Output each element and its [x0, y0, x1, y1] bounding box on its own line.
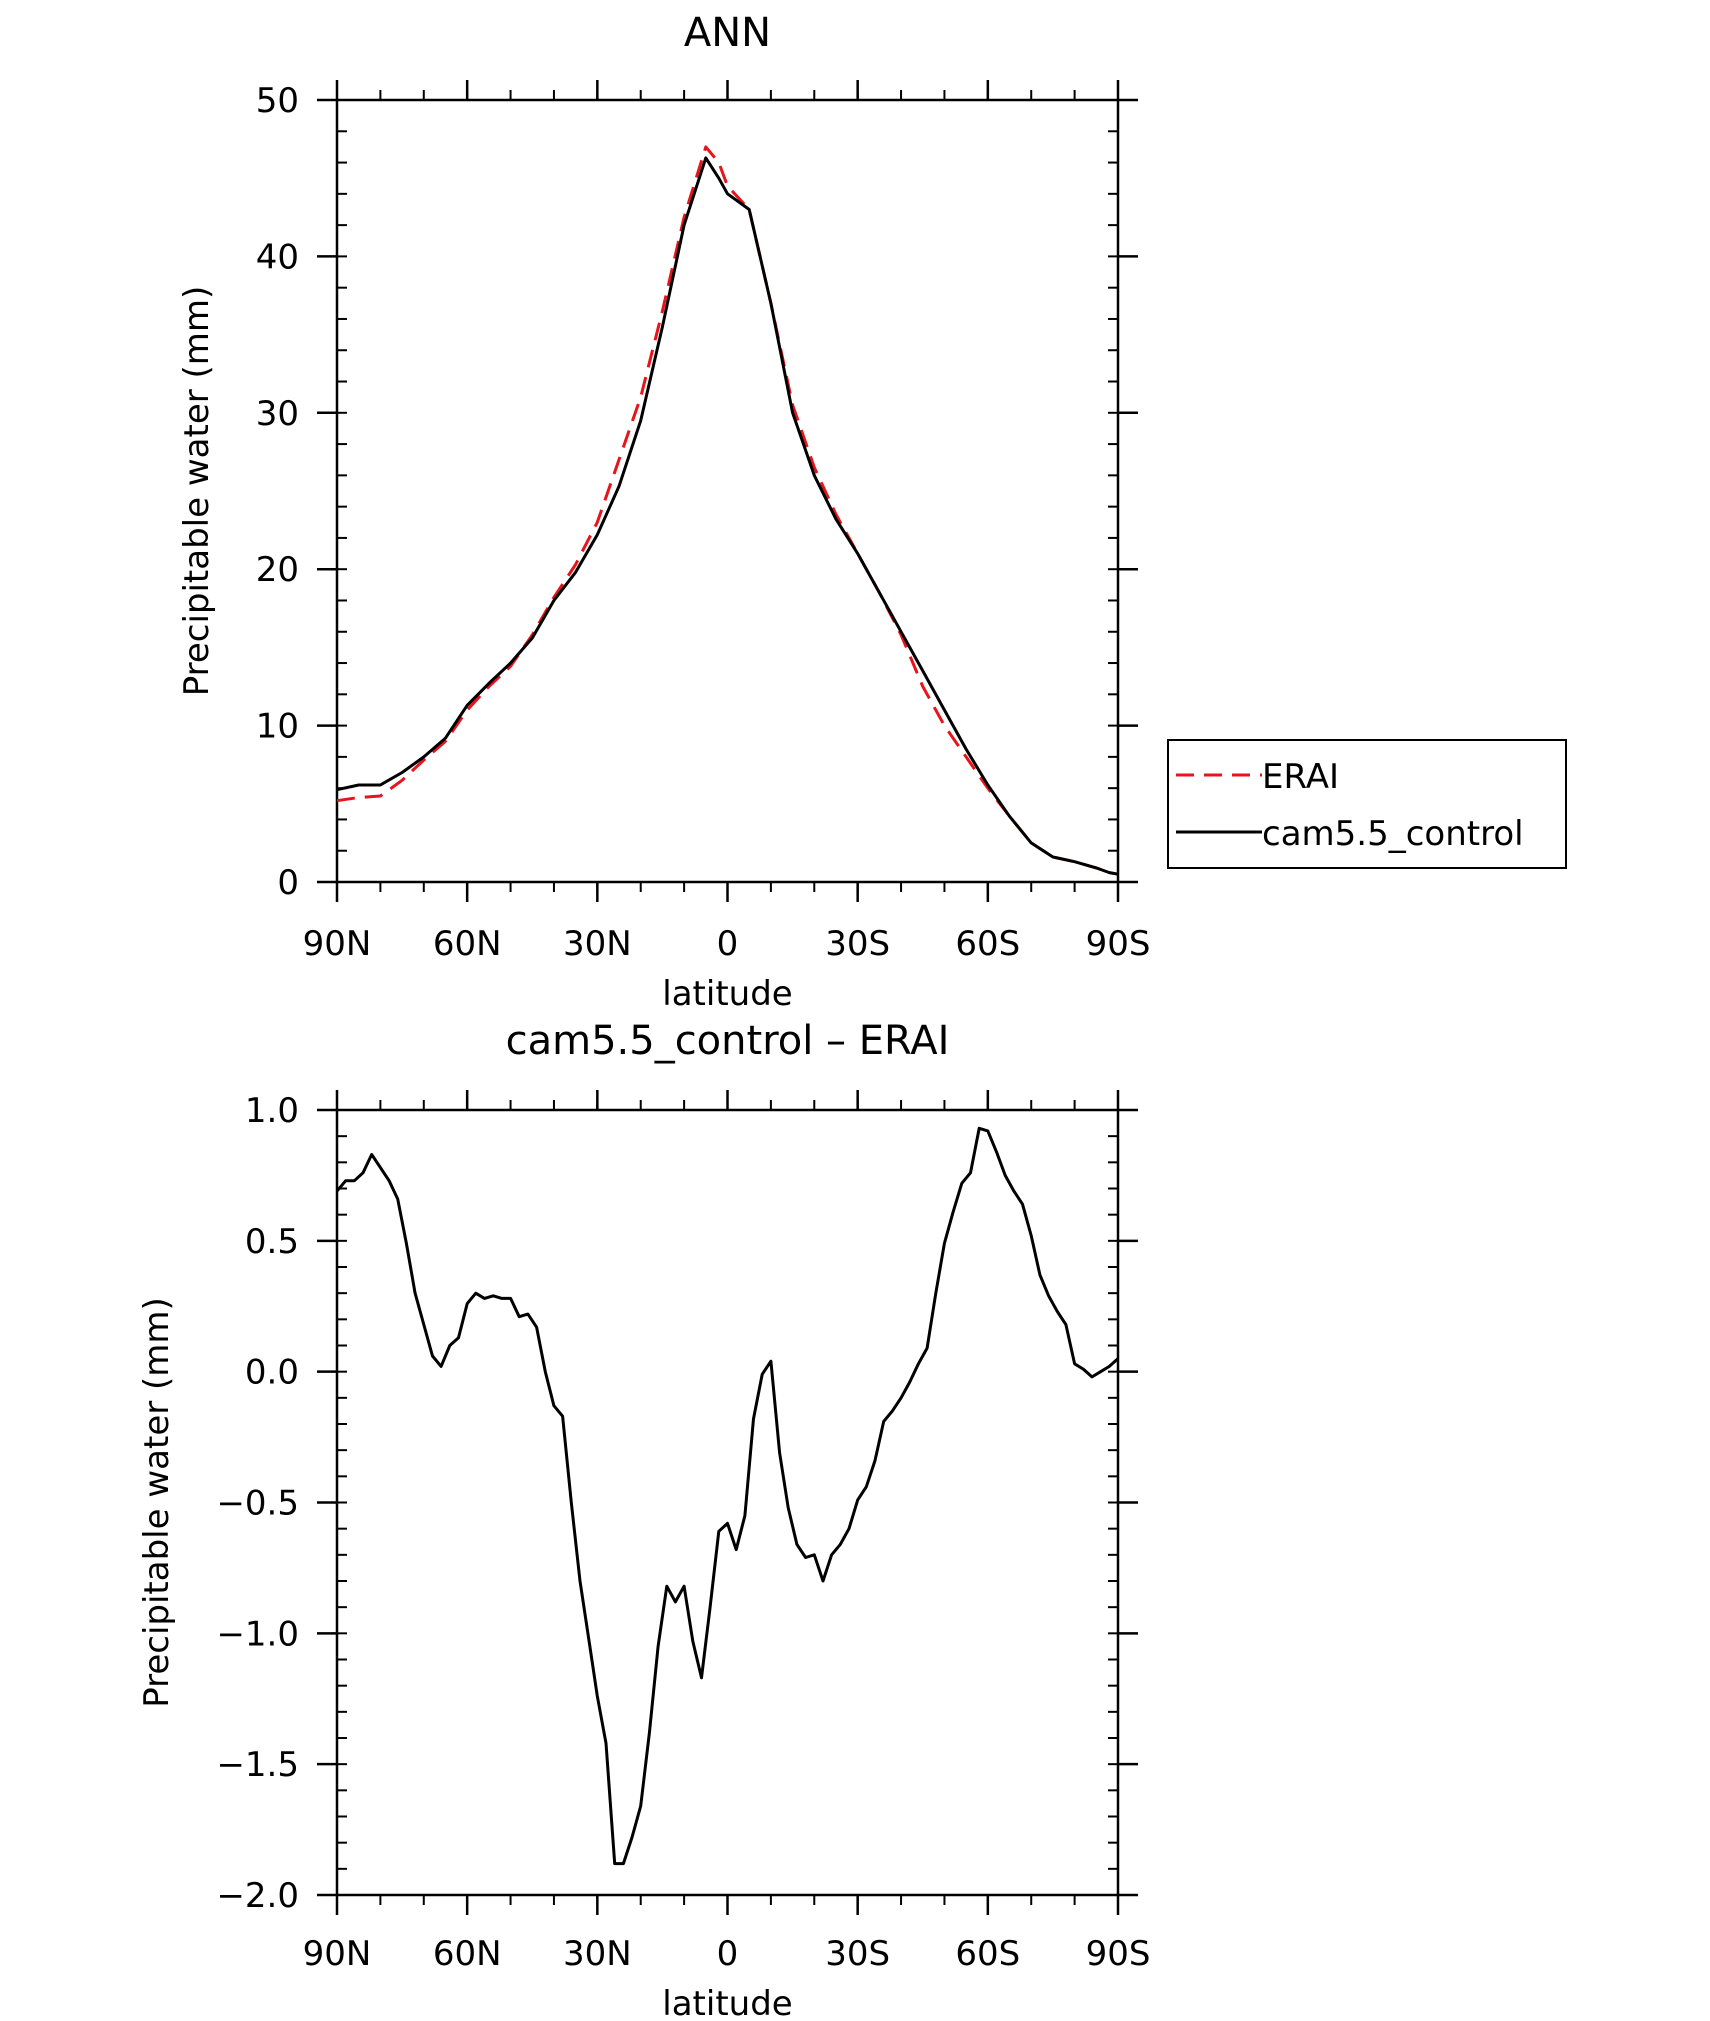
- y-tick-label: 20: [256, 550, 299, 590]
- y-tick-label: 10: [256, 707, 299, 747]
- y-axis-label: Precipitable water (mm): [137, 1297, 177, 1708]
- x-tick-label: 60S: [955, 1934, 1020, 1974]
- x-tick-label: 90S: [1086, 1934, 1151, 1974]
- legend-label: ERAI: [1262, 757, 1339, 797]
- chart-title: cam5.5_control – ERAI: [506, 1018, 950, 1064]
- y-tick-label: 0: [277, 863, 299, 903]
- y-tick-label: 0.0: [245, 1353, 299, 1393]
- y-tick-label: −1.5: [216, 1745, 299, 1785]
- x-tick-label: 60N: [433, 924, 502, 964]
- x-tick-label: 60N: [433, 1934, 502, 1974]
- x-tick-label: 30S: [825, 1934, 890, 1974]
- x-tick-label: 30N: [563, 1934, 632, 1974]
- x-tick-label: 90N: [303, 1934, 372, 1974]
- legend-label: cam5.5_control: [1262, 814, 1524, 854]
- series-line-0: [335, 1126, 1120, 1866]
- y-tick-label: −1.0: [216, 1614, 299, 1654]
- legend-box: [1167, 739, 1567, 869]
- y-axis-label: Precipitable water (mm): [177, 286, 217, 697]
- x-tick-label: 30N: [563, 924, 632, 964]
- y-tick-label: 30: [256, 394, 299, 434]
- x-tick-label: 90S: [1086, 924, 1151, 964]
- y-tick-label: 0.5: [245, 1222, 299, 1262]
- y-tick-label: 1.0: [245, 1091, 299, 1131]
- y-tick-label: 40: [256, 237, 299, 277]
- series-line-cam5-5-control: [336, 156, 1119, 876]
- y-tick-label: −0.5: [216, 1484, 299, 1524]
- x-tick-label: 0: [717, 1934, 739, 1974]
- chart-difference: cam5.5_control – ERAI 90N 60N 30N 0 30S 60S 90S…: [137, 1018, 1150, 2021]
- y-tick-label: −2.0: [216, 1876, 299, 1916]
- x-axis-label: latitude: [662, 1984, 792, 2021]
- legend: ERAI cam5.5_control: [1167, 739, 1567, 869]
- x-axis-label: latitude: [662, 974, 792, 1014]
- plot-frame: [335, 98, 1120, 884]
- chart-title: ANN: [684, 10, 771, 56]
- series-line-erai: [336, 145, 1119, 876]
- y-tick-label: 50: [256, 81, 299, 121]
- x-tick-label: 0: [717, 924, 739, 964]
- chart-precipitable-water-ann: ANN 90N 60N 30N 0 30S 60S 90S 0 10 20 30 40 50 latitud…: [177, 10, 1567, 1014]
- x-tick-label: 60S: [955, 924, 1020, 964]
- plot-frame: [335, 1108, 1120, 1897]
- x-tick-label: 30S: [825, 924, 890, 964]
- x-tick-label: 90N: [303, 924, 372, 964]
